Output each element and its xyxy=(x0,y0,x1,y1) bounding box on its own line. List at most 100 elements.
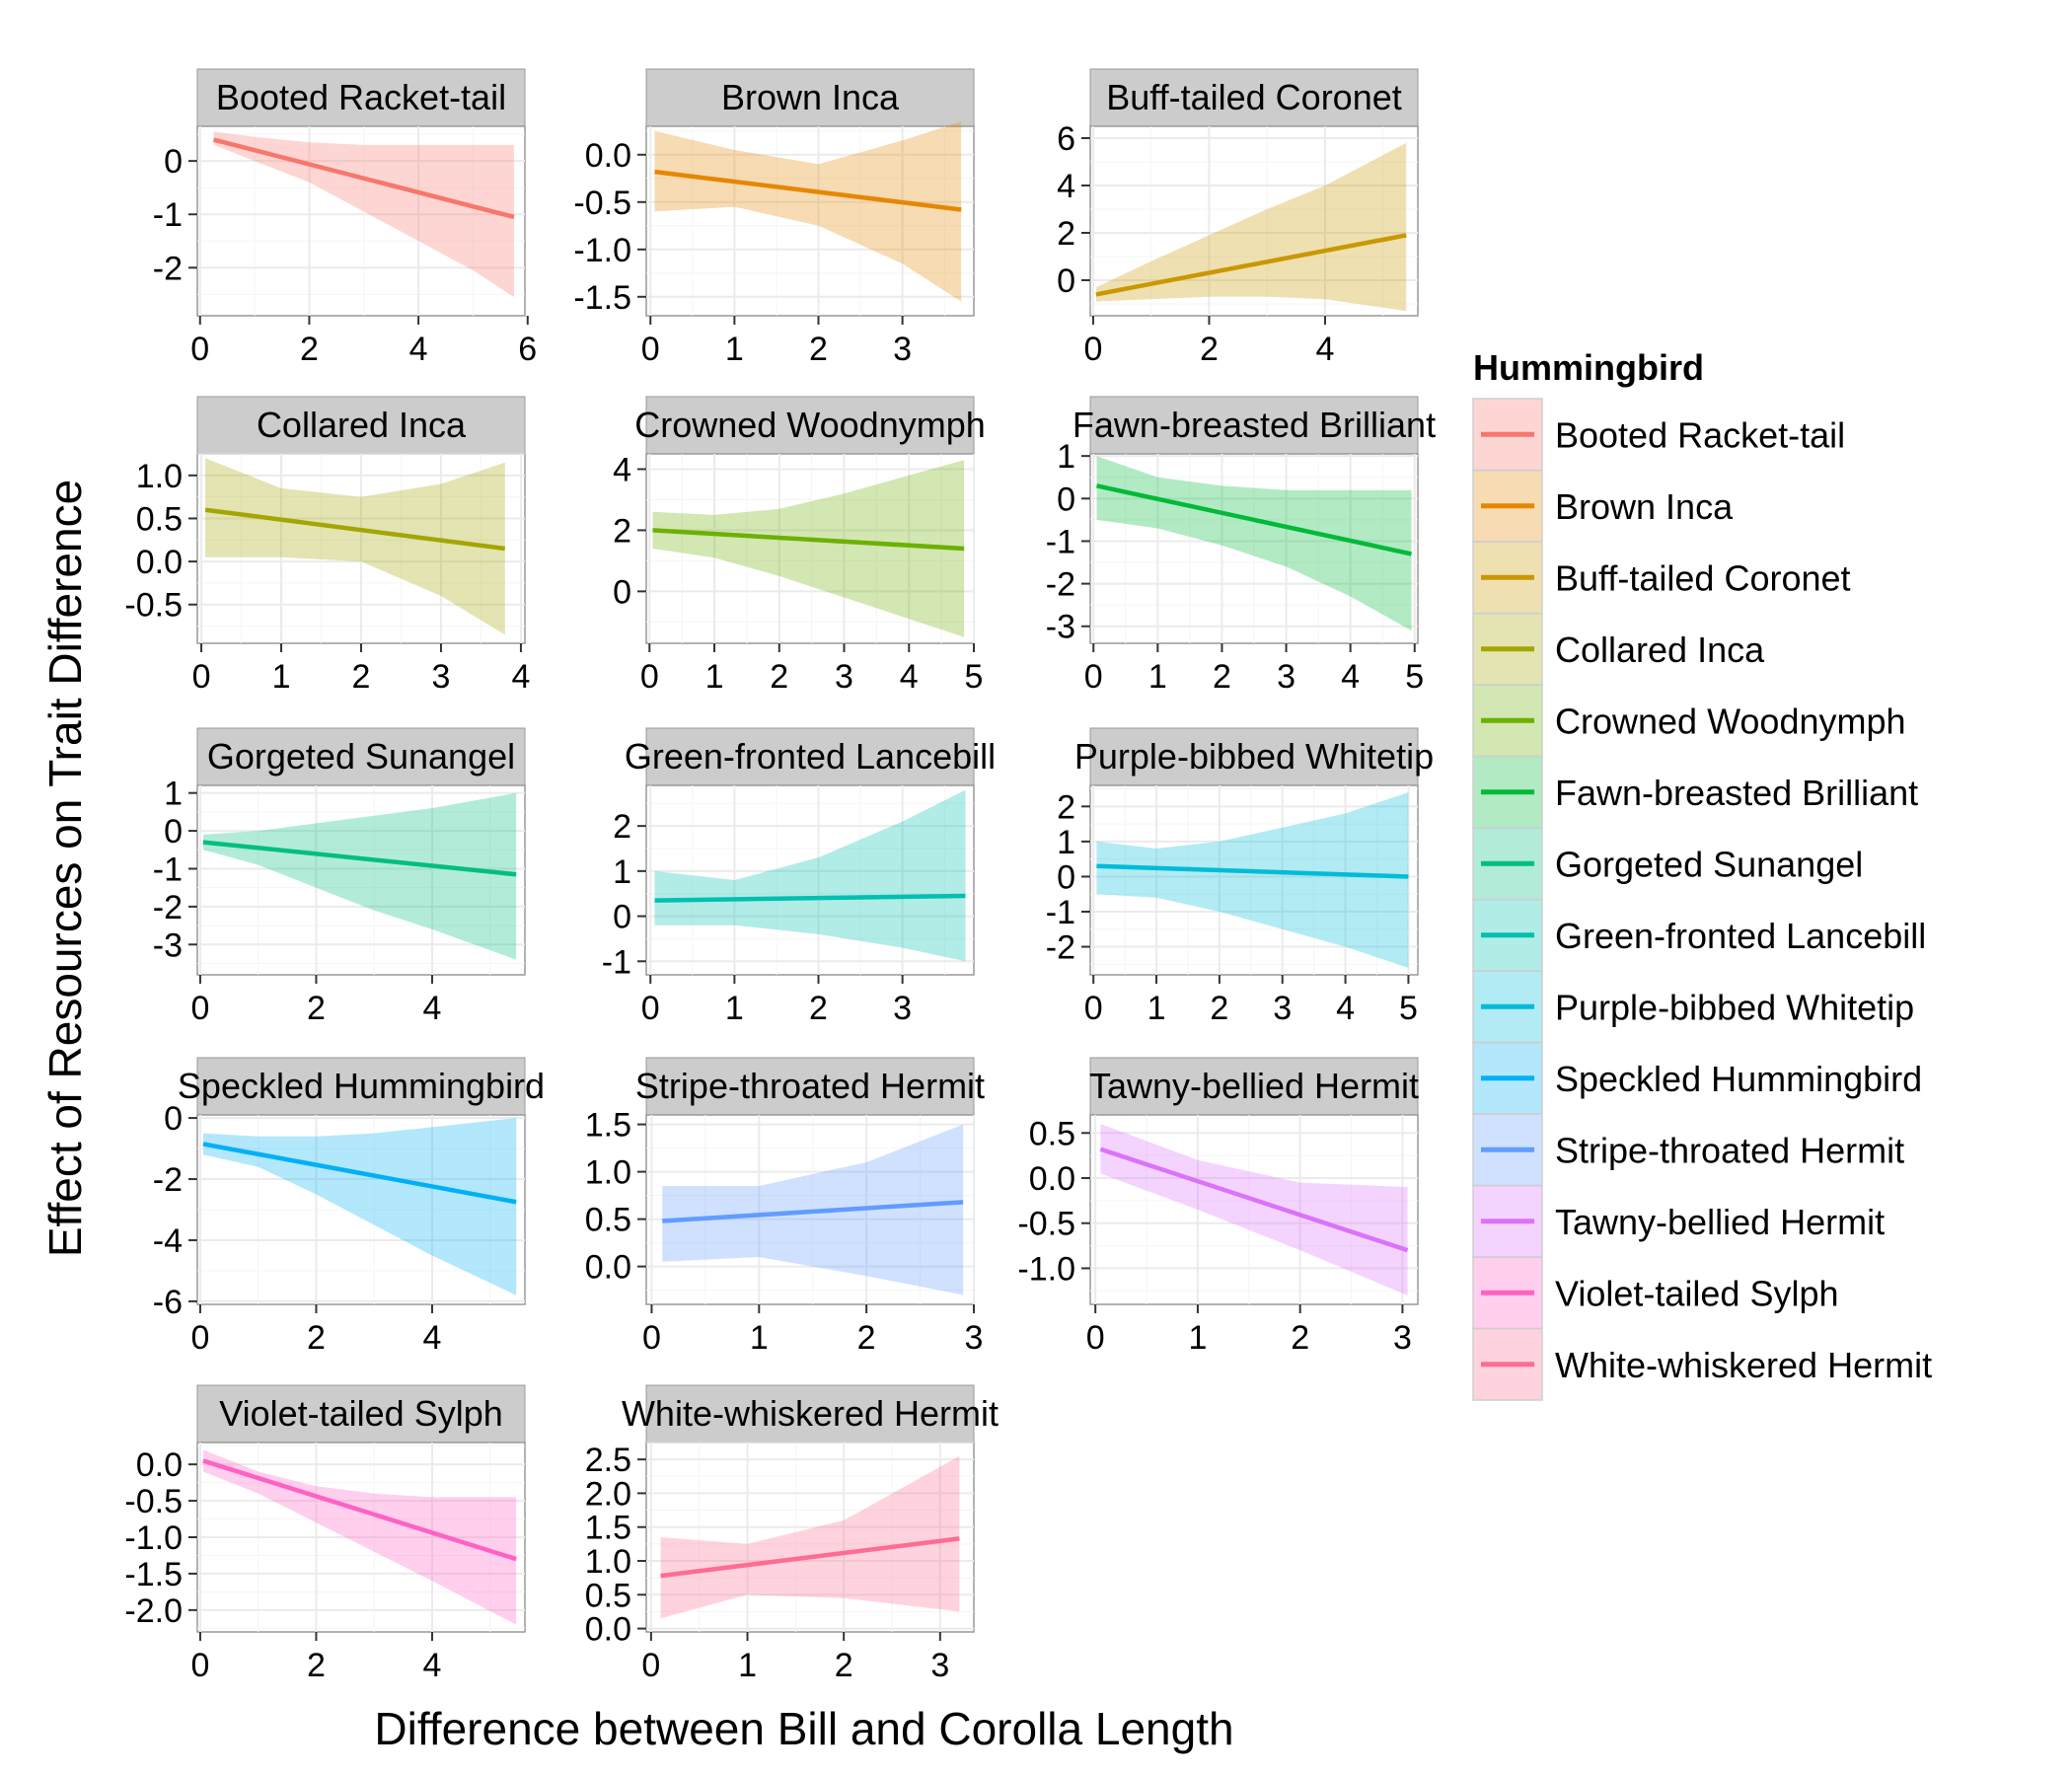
panel-tawny-bellied-hermit: Tawny-bellied Hermit 0 1 2 3 0.5 0.0 -0.5 -1.0 xyxy=(1017,1057,1419,1357)
legend-label: Violet-tailed Sylph xyxy=(1555,1273,1839,1313)
confidence-band xyxy=(1095,142,1407,312)
panel-background xyxy=(196,125,526,317)
y-tick-label: -1.5 xyxy=(124,1556,183,1593)
x-tick-label: 5 xyxy=(1405,658,1424,696)
panel-background xyxy=(196,784,526,976)
x-tick-label: 0 xyxy=(190,1647,209,1684)
y-tick-label: 0.0 xyxy=(1029,1160,1075,1198)
panel-green-fronted-lancebill: Green-fronted Lancebill 0 1 2 3 2 1 0 -1 xyxy=(602,727,996,1027)
legend-label: Brown Inca xyxy=(1555,486,1734,527)
x-tick-label: 4 xyxy=(423,1319,442,1357)
x-tick-label: 4 xyxy=(423,990,442,1027)
legend-item-purple-bibbed-whitetip: Purple-bibbed Whitetip xyxy=(1472,970,1914,1044)
x-tick-label: 5 xyxy=(965,658,984,696)
x-tick-label: 2 xyxy=(300,331,319,368)
y-tick-label: -6 xyxy=(153,1284,183,1321)
y-tick-label: -0.5 xyxy=(124,1483,183,1520)
regression-line xyxy=(652,528,965,552)
x-tick-label: 1 xyxy=(272,658,291,696)
x-tick-label: 5 xyxy=(1399,990,1418,1027)
confidence-band xyxy=(1100,1124,1408,1295)
x-tick-label: 0 xyxy=(1084,990,1103,1027)
strip-label: Booted Racket-tail xyxy=(216,77,506,117)
x-tick-label: 0 xyxy=(1086,1319,1105,1357)
y-tick-label: -4 xyxy=(153,1222,183,1260)
x-tick-label: 2 xyxy=(809,331,828,368)
x-tick-label: 2 xyxy=(1210,990,1228,1027)
x-tick-label: 3 xyxy=(432,658,451,696)
y-tick-label: 0 xyxy=(1057,262,1075,300)
strip-background xyxy=(196,68,526,127)
y-tick-label: -1.5 xyxy=(573,279,631,317)
legend-label: Stripe-throated Hermit xyxy=(1555,1130,1904,1170)
x-tick-label: 3 xyxy=(930,1647,949,1684)
y-tick-label: 0 xyxy=(1057,481,1075,518)
x-tick-label: 4 xyxy=(1341,658,1360,696)
strip-label: Speckled Hummingbird xyxy=(178,1066,545,1106)
legend-label: White-whiskered Hermit xyxy=(1555,1345,1932,1385)
x-tick-label: 3 xyxy=(835,658,853,696)
panel-buff-tailed-coronet: Buff-tailed Coronet 0 2 4 6 4 2 0 xyxy=(1057,68,1419,368)
strip-label: Tawny-bellied Hermit xyxy=(1089,1066,1419,1106)
x-tick-label: 4 xyxy=(409,331,428,368)
strip-background xyxy=(196,1057,526,1116)
legend-item-gorgeted-sunangel: Gorgeted Sunangel xyxy=(1472,827,1863,901)
panel-background xyxy=(645,1442,975,1633)
y-tick-label: 2.5 xyxy=(585,1442,631,1479)
strip-label: Buff-tailed Coronet xyxy=(1106,77,1402,117)
strip-background xyxy=(645,68,975,127)
x-tick-label: 3 xyxy=(1277,658,1295,696)
strip-background xyxy=(645,1384,975,1443)
panel-collared-inca: Collared Inca 0 1 2 3 4 1.0 0.5 0.0 -0.5 xyxy=(124,396,530,696)
strip-background xyxy=(645,396,975,455)
legend-item-speckled-hummingbird: Speckled Hummingbird xyxy=(1472,1041,1922,1115)
strip-label: Violet-tailed Sylph xyxy=(219,1393,503,1434)
legend-item-fawn-breasted-brilliant: Fawn-breasted Brilliant xyxy=(1472,755,1918,829)
y-tick-label: 4 xyxy=(1057,168,1075,205)
x-tick-label: 1 xyxy=(1148,658,1167,696)
panel-fawn-breasted-brilliant: Fawn-breasted Brilliant 0 1 2 3 4 5 1 0 -1 -2 -3 xyxy=(1046,396,1436,696)
x-tick-label: 1 xyxy=(725,331,744,368)
x-tick-label: 1 xyxy=(738,1647,757,1684)
x-tick-label: 0 xyxy=(642,1319,661,1357)
y-tick-label: -2 xyxy=(1046,929,1075,967)
y-tick-label: 0.0 xyxy=(585,137,631,175)
x-tick-label: 3 xyxy=(893,331,912,368)
y-axis-title: Effect of Resources on Trait Difference xyxy=(39,480,91,1257)
x-tick-label: 4 xyxy=(423,1647,442,1684)
panel-background xyxy=(645,125,975,317)
confidence-band xyxy=(213,131,514,298)
legend-label: Crowned Woodnymph xyxy=(1555,701,1906,741)
confidence-band xyxy=(205,458,505,635)
y-tick-label: 6 xyxy=(1057,120,1075,158)
x-tick-label: 2 xyxy=(1200,331,1219,368)
y-tick-label: 1.0 xyxy=(585,1154,631,1192)
legend-label: Purple-bibbed Whitetip xyxy=(1555,987,1914,1027)
x-tick-label: 1 xyxy=(750,1319,769,1357)
confidence-band xyxy=(202,792,517,960)
confidence-band xyxy=(1096,456,1412,631)
confidence-band xyxy=(654,789,966,962)
strip-background xyxy=(196,1384,526,1443)
confidence-band xyxy=(202,1449,517,1625)
y-tick-label: -1 xyxy=(1046,894,1075,931)
y-tick-label: 0 xyxy=(164,143,183,181)
panel-stripe-throated-hermit: Stripe-throated Hermit 0 1 2 3 1.5 1.0 0.5 0.0 xyxy=(585,1057,985,1357)
x-tick-label: 4 xyxy=(1316,331,1335,368)
y-tick-label: 0 xyxy=(1057,858,1075,896)
x-tick-label: 0 xyxy=(192,658,211,696)
legend-item-collared-inca: Collared Inca xyxy=(1472,612,1765,686)
strip-label: Gorgeted Sunangel xyxy=(207,736,515,777)
y-tick-label: 1.0 xyxy=(585,1543,631,1581)
regression-line xyxy=(202,1142,517,1205)
x-tick-label: 2 xyxy=(770,658,788,696)
y-tick-label: -2 xyxy=(153,1161,183,1199)
y-tick-label: 0.5 xyxy=(1029,1115,1075,1152)
y-tick-label: -3 xyxy=(153,926,183,964)
y-tick-label: 4 xyxy=(613,451,631,488)
y-tick-label: 1 xyxy=(1057,824,1075,861)
